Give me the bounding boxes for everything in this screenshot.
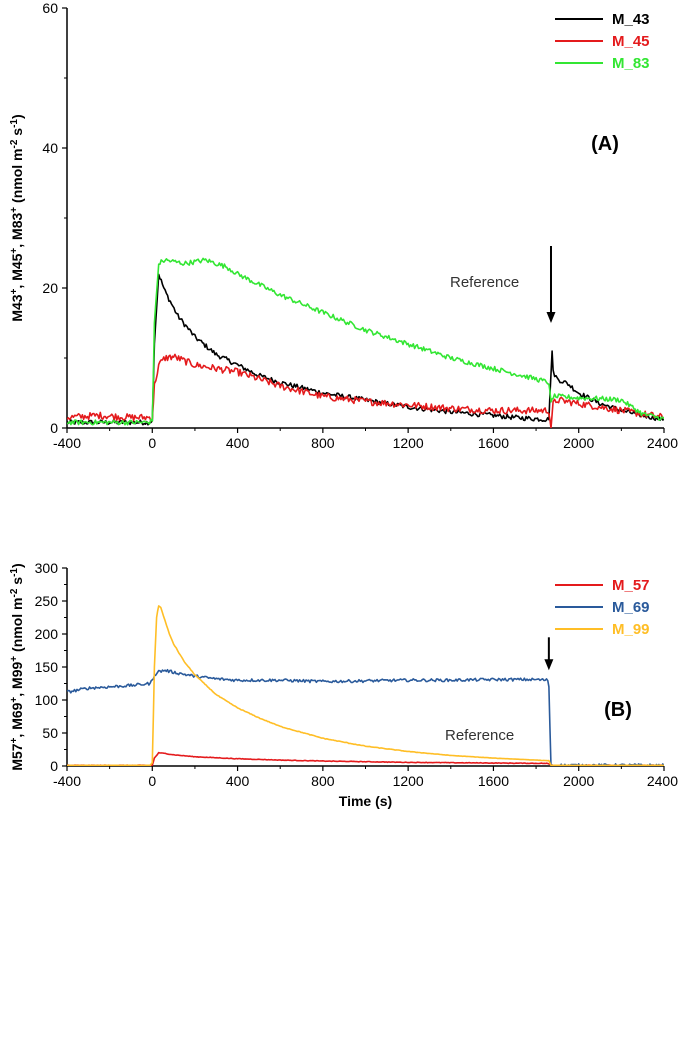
panel-b-legend: M_57 M_69 M_99 [555,577,650,638]
panel-b-reference-arrowhead [544,659,554,671]
panel-b-legend-label: M_69 [612,599,650,616]
panel-b-x-tick-label: 2000 [563,773,594,789]
panel-a-y-axis-label-part: + [9,288,20,294]
panel-a-y-axis-label-part: M43 [9,294,25,321]
panel-b-x-tick-label: 0 [148,773,156,789]
panel-a-reference-annotation: Reference [450,274,519,291]
panel-b-x-tick-label: 1600 [478,773,509,789]
panel-a-y-tick-label: 0 [50,420,58,436]
panel-b-y-tick-label: 250 [35,593,59,609]
panel-b-panel-label: (B) [604,699,632,721]
panel-a-x-tick-label: 1200 [393,435,424,451]
panel-a-x-tick-label: 800 [311,435,335,451]
panel-b-y-axis-label-part: (nmol m [9,598,25,656]
panel-a-x-tick-label: 2000 [563,435,594,451]
panel-b-series-m-99 [67,605,664,766]
panel-b-y-tick-label: 0 [50,758,58,774]
panel-b: -400 0 400 800 1200 1600 2000 24000501001502002… [9,560,679,809]
panel-a-y-axis-label-part: , M83 [9,212,25,247]
panel-b-series-m-57 [67,751,664,766]
panel-b-y-axis-label-part: , M99 [9,661,25,696]
panel-a-x-tick-label: -400 [53,435,81,451]
panel-a-y-axis-label-part: (nmol m [9,149,25,207]
panel-b-x-axis-label: Time (s) [339,793,392,809]
panel-a-y-axis-label-part: + [9,248,20,254]
panel-b-x-tick-label: 800 [311,773,335,789]
panel-b-y-axis-label-part: , M69 [9,702,25,737]
panel-a-legend: M_43 M_45 M_83 [555,11,650,72]
panel-a-x-tick-label: 0 [148,435,156,451]
panel-b-y-tick-label: 50 [42,725,58,741]
panel-b-x-tick-label: -400 [53,773,81,789]
panel-a-x-tick-label: 1600 [478,435,509,451]
panel-b-y-tick-label: 150 [35,659,59,675]
panel-a-reference-arrowhead [546,312,556,323]
panel-a-y-tick-label: 40 [42,140,58,156]
panel-b-series-m-69 [67,668,664,766]
panel-b-y-axis-label-part: M57 [9,743,25,770]
panel-a-legend-label: M_43 [612,11,650,28]
panel-b-x-tick-label: 2400 [647,773,678,789]
panel-a-panel-label: (A) [591,133,619,155]
panel-a: -400 0 400 800 1200 1600 2000 24000204060M43+, … [9,0,679,451]
panel-b-y-axis-label: M57+, M69+, M99+ (nmol m-2 s-1) [9,563,26,770]
panel-b-y-axis-label-part: -2 [9,588,20,597]
panel-b-y-axis-label-part: + [9,656,20,662]
panel-a-x-tick-label: 2400 [647,435,678,451]
panel-a-y-axis-label-part: , M45 [9,253,25,288]
panel-a-y-axis-label-part: ) [9,114,25,119]
panel-a-y-tick-label: 60 [42,0,58,16]
panel-a-y-axis-label-part: s [9,128,25,140]
panel-a-x-tick-label: 400 [226,435,250,451]
panel-b-x-tick-label: 1200 [393,773,424,789]
panel-b-y-axis-label-part: + [9,737,20,743]
panel-b-y-axis-label-part: s [9,577,25,589]
panel-b-y-tick-label: 200 [35,626,59,642]
panel-b-y-axis-label-part: ) [9,563,25,568]
panel-a-y-axis-label-part: + [9,207,20,213]
panel-b-reference-annotation: Reference [445,727,514,744]
panel-a-legend-label: M_83 [612,55,650,72]
panel-a-y-axis-label: M43+, M45+, M83+ (nmol m-2 s-1) [9,114,26,321]
panel-a-y-axis-label-part: -1 [9,119,20,128]
panel-b-y-tick-label: 100 [35,692,59,708]
panel-b-x-tick-label: 400 [226,773,250,789]
panel-a-legend-label: M_45 [612,33,650,50]
panel-a-y-tick-label: 20 [42,280,58,296]
panel-b-y-tick-label: 300 [35,560,59,576]
panel-a-series-m-83 [67,257,664,426]
panel-b-legend-label: M_57 [612,577,650,594]
panel-a-y-axis-label-part: -2 [9,139,20,148]
panel-b-y-axis-label-part: -1 [9,568,20,577]
panel-b-y-axis-label-part: + [9,697,20,703]
panel-b-legend-label: M_99 [612,621,650,638]
panel-a-series-m-45 [67,353,664,428]
